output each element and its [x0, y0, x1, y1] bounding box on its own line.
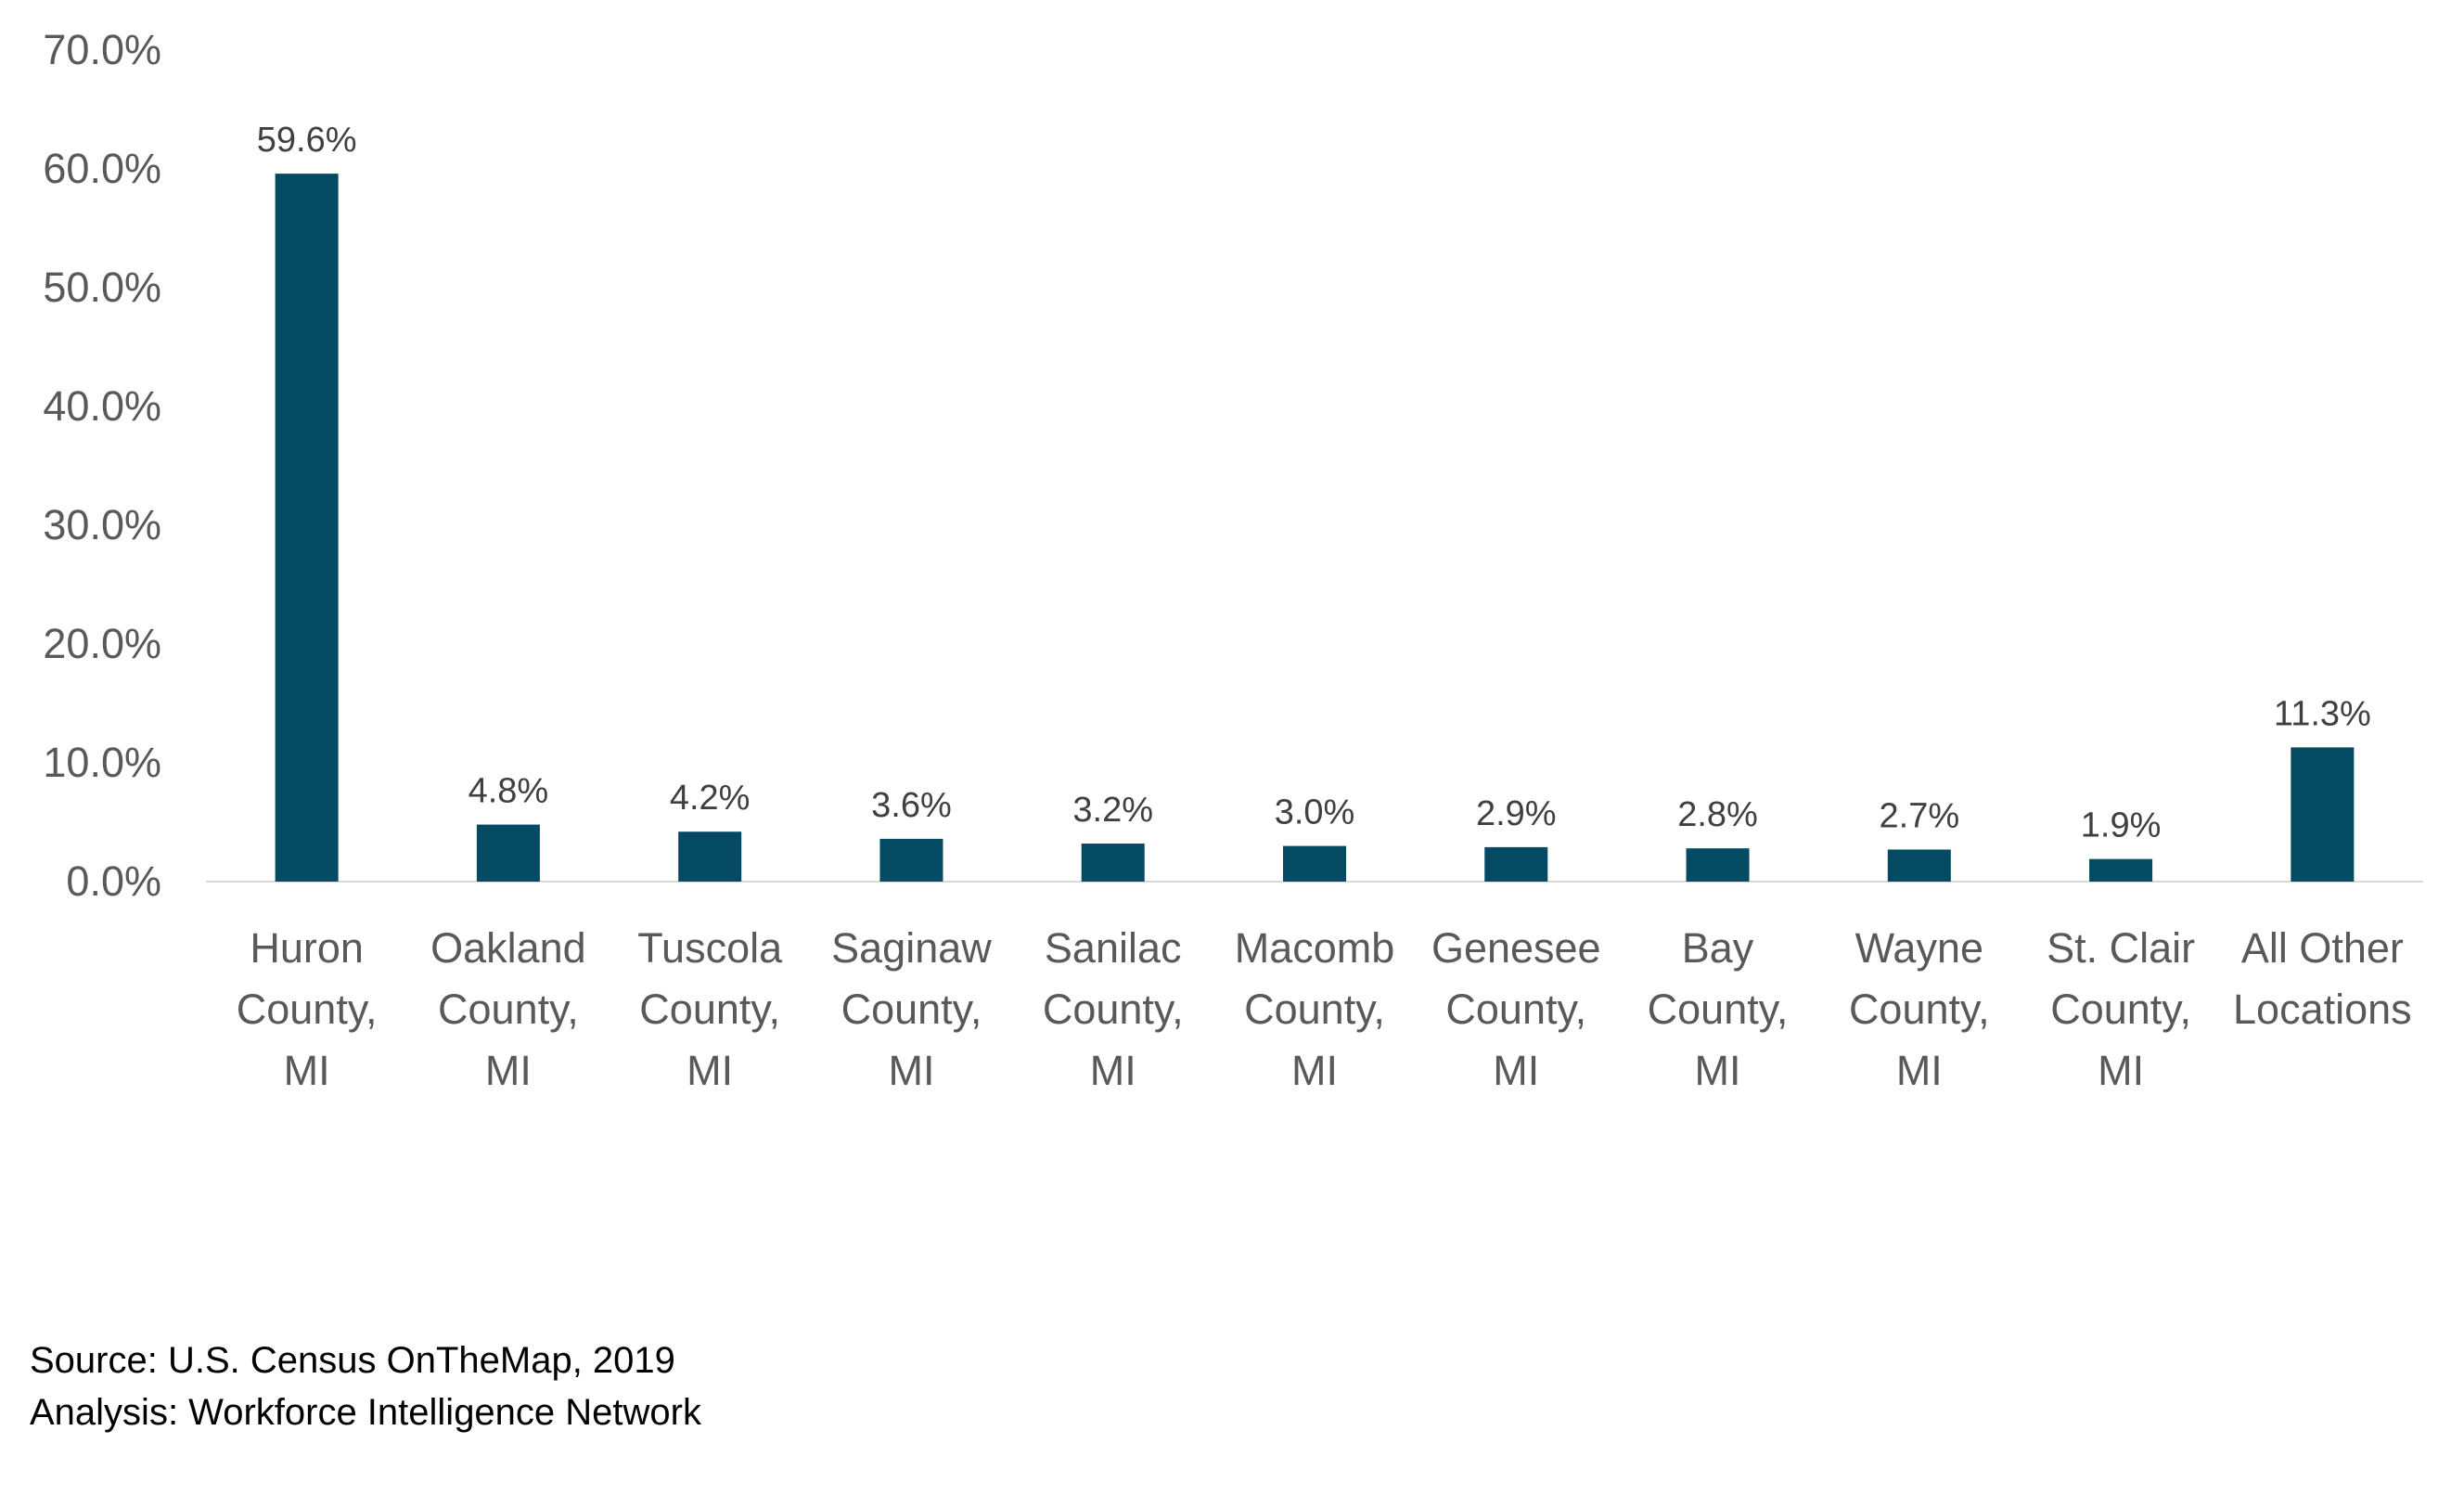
x-tick-label-line: MI [284, 1047, 330, 1094]
y-tick-label: 40.0% [43, 382, 161, 430]
y-tick-label: 50.0% [43, 264, 161, 311]
x-tick-label-line: Sanilac [1045, 924, 1182, 972]
bar [1686, 848, 1750, 882]
x-tick-label-line: MI [1695, 1047, 1741, 1094]
x-tick-label-line: County, [639, 986, 780, 1033]
x-tick-label: All Other Locations [2233, 924, 2412, 1033]
x-tick-label: Genesee County, MI [1431, 924, 1601, 1094]
x-tick-label-line: St. Clair [2047, 924, 2195, 972]
data-label: 3.6% [871, 786, 952, 825]
source-note: Source: U.S. Census OnTheMap, 2019 [30, 1340, 675, 1381]
x-tick-label-line: Locations [2233, 986, 2412, 1033]
bar [275, 174, 339, 882]
bar [879, 838, 943, 882]
y-axis-tick-labels: 0.0% 10.0% 20.0% 30.0% 40.0% 50.0% 60.0% 70.0% [43, 26, 161, 905]
x-tick-label: Sanilac County, MI [1043, 924, 1184, 1094]
x-tick-label-line: County, [1648, 986, 1789, 1033]
data-label: 1.9% [2081, 806, 2162, 845]
y-tick-label: 0.0% [66, 857, 161, 905]
y-tick-label: 60.0% [43, 145, 161, 192]
analysis-note: Analysis: Workforce Intelligence Network [30, 1392, 701, 1433]
x-tick-label-line: Bay [1682, 924, 1754, 972]
bar [1887, 849, 1951, 882]
data-label: 2.8% [1677, 795, 1758, 834]
bar-series [275, 174, 2355, 882]
bar [678, 831, 742, 882]
bar [1283, 845, 1346, 882]
source-notes: Source: U.S. Census OnTheMap, 2019 Analy… [30, 1334, 701, 1438]
x-tick-label-line: Oakland [430, 924, 586, 972]
x-tick-label-line: County, [2050, 986, 2191, 1033]
x-tick-label-line: MI [1493, 1047, 1539, 1094]
y-tick-label: 20.0% [43, 620, 161, 667]
data-label: 59.6% [257, 121, 357, 160]
bar [476, 824, 540, 882]
y-tick-label: 70.0% [43, 26, 161, 73]
x-tick-label: Huron County, MI [237, 924, 378, 1094]
data-label: 11.3% [2274, 694, 2371, 733]
x-tick-label-line: Genesee [1431, 924, 1601, 972]
bar [1484, 846, 1548, 882]
data-label: 4.8% [468, 772, 549, 811]
x-tick-label: Tuscola County, MI [637, 924, 783, 1094]
x-tick-label-line: MI [1291, 1047, 1338, 1094]
bar [2089, 858, 2153, 882]
data-label: 2.7% [1880, 796, 1960, 835]
x-tick-label: Saginaw County, MI [831, 924, 992, 1094]
data-label: 2.9% [1476, 794, 1557, 833]
x-tick-label-line: County, [1043, 986, 1184, 1033]
x-tick-label: Bay County, MI [1648, 924, 1789, 1094]
x-tick-label-line: Tuscola [637, 924, 783, 972]
x-tick-label-line: Saginaw [831, 924, 992, 972]
x-axis-tick-labels: Huron County, MI Oakland County, MI Tuscola Cou… [237, 924, 2412, 1094]
x-tick-label-line: MI [888, 1047, 934, 1094]
x-tick-label-line: County, [1445, 986, 1586, 1033]
x-tick-label: Macomb County, MI [1235, 924, 1395, 1094]
x-tick-label-line: All Other [2241, 924, 2404, 972]
x-tick-label-line: Wayne [1855, 924, 1983, 972]
x-tick-label-line: County, [438, 986, 579, 1033]
data-labels: 59.6% 4.8% 4.2% 3.6% 3.2% 3.0% 2.9% 2.8% 2.7% 1.9… [257, 121, 2371, 845]
data-label: 3.2% [1072, 791, 1153, 830]
x-tick-label-line: County, [1849, 986, 1990, 1033]
x-tick-label-line: MI [2098, 1047, 2144, 1094]
x-tick-label: Wayne County, MI [1849, 924, 1990, 1094]
data-label: 4.2% [670, 779, 751, 818]
data-label: 3.0% [1275, 793, 1355, 832]
x-tick-label-line: County, [1244, 986, 1385, 1033]
bar [1081, 844, 1145, 882]
x-tick-label: St. Clair County, MI [2047, 924, 2195, 1094]
x-tick-label-line: MI [485, 1047, 532, 1094]
bar [2291, 747, 2355, 882]
x-tick-label-line: Huron [250, 924, 364, 972]
y-tick-label: 30.0% [43, 501, 161, 548]
y-tick-label: 10.0% [43, 739, 161, 786]
x-tick-label-line: MI [1896, 1047, 1943, 1094]
x-tick-label: Oakland County, MI [430, 924, 586, 1094]
x-tick-label-line: County, [841, 986, 982, 1033]
x-tick-label-line: MI [1090, 1047, 1136, 1094]
x-tick-label-line: County, [237, 986, 378, 1033]
x-tick-label-line: MI [687, 1047, 733, 1094]
x-tick-label-line: Macomb [1235, 924, 1395, 972]
